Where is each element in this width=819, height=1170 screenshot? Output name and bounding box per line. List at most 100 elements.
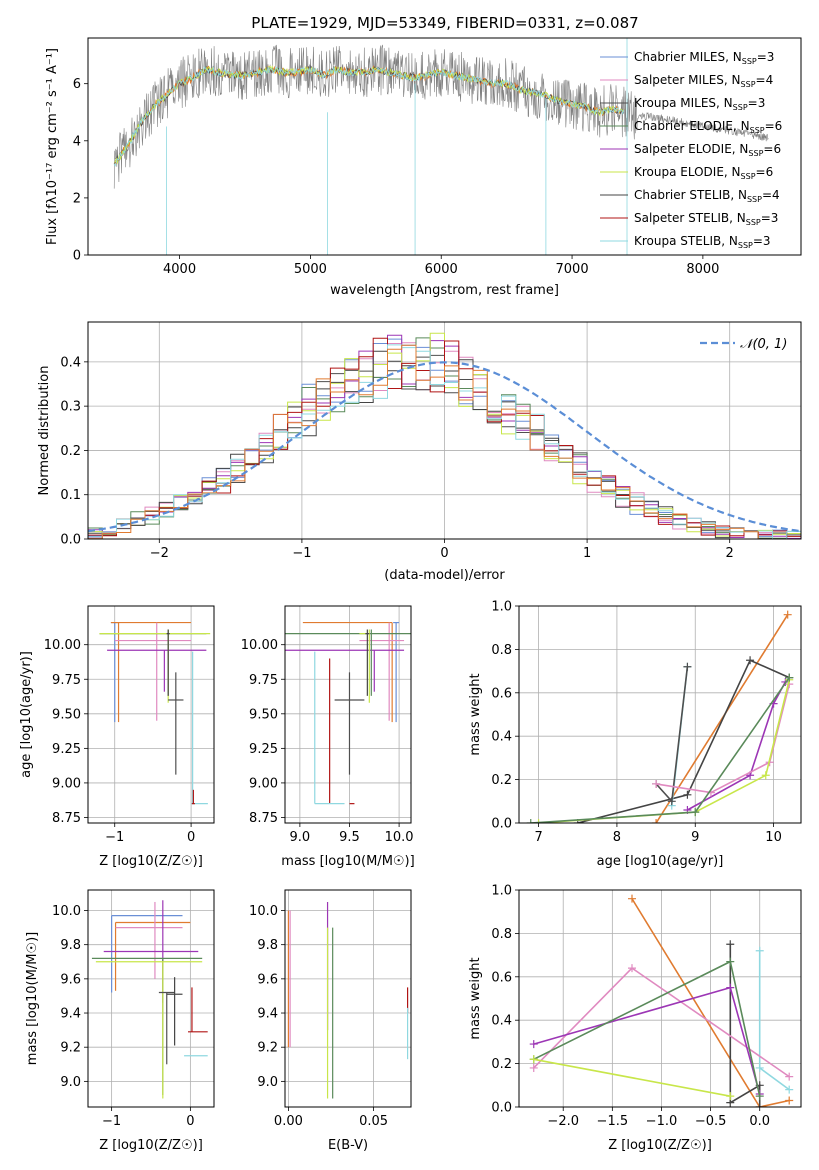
error-point: [285, 629, 411, 696]
y-tick-label: 2: [73, 191, 81, 206]
y-tick-label: 0.1: [60, 488, 81, 503]
y-tick-label: 8.75: [52, 811, 81, 826]
series-marker: [785, 1096, 794, 1105]
series-marker: [726, 1092, 735, 1101]
x-axis-label: E(B-V): [328, 1138, 368, 1153]
x-tick-label: 10.0: [385, 830, 414, 845]
series-marker: [726, 940, 735, 949]
x-axis-label: Z [log10(Z/Z☉)]: [608, 1138, 712, 1153]
y-tick-label: 0.0: [491, 817, 512, 832]
y-tick-label: 9.25: [52, 742, 81, 757]
error-point: [166, 977, 183, 1046]
y-tick-label: 0.0: [60, 533, 81, 548]
series-line: [655, 614, 789, 823]
error-point: [191, 789, 195, 805]
y-axis-label: Flux [fλ10⁻¹⁷ erg cm⁻² s⁻¹ A⁻¹]: [45, 48, 60, 245]
axes-frame: [284, 889, 412, 1108]
series-marker: [761, 771, 770, 780]
legend-subscript: SSP: [733, 103, 748, 112]
y-tick-label: 0.8: [491, 927, 512, 942]
x-tick-label: 8000: [686, 262, 719, 277]
y-tick-label: 9.50: [52, 707, 81, 722]
y-tick-label: 9.4: [257, 1007, 278, 1022]
x-tick-label: −1: [102, 1114, 121, 1129]
error-point: [334, 672, 365, 775]
legend-subscript: SSP: [747, 195, 762, 204]
y-tick-label: 9.6: [60, 972, 81, 987]
series-marker: [726, 957, 735, 966]
series: [652, 610, 792, 823]
series-marker: [652, 819, 661, 823]
axes-frame: [87, 889, 215, 1108]
y-tick-label: 9.00: [249, 776, 278, 791]
x-tick-label: −0.5: [695, 1114, 727, 1129]
x-tick-label: 9: [691, 830, 699, 845]
y-tick-label: 10.0: [249, 904, 278, 919]
error-point: [393, 621, 400, 723]
legend-value: =3: [753, 234, 771, 248]
plot-area: [91, 900, 208, 1099]
y-tick-label: 0: [73, 249, 81, 264]
y-tick-label: 1.0: [491, 600, 512, 615]
x-axis-label: mass [log10(M/M☉)]: [281, 854, 414, 869]
x-tick-label: 4000: [163, 262, 196, 277]
legend-label: 𝒩(0, 1): [740, 337, 787, 352]
series-marker: [627, 964, 636, 973]
error-point: [114, 921, 191, 991]
error-point: [188, 987, 208, 1033]
error-point: [99, 629, 207, 696]
legend-value: =3: [757, 50, 775, 64]
series-marker: [627, 894, 636, 903]
legend: Chabrier MILES, NSSP=3 Salpeter MILES, NS…: [600, 50, 782, 250]
figure-title: PLATE=1929, MJD=53349, FIBERID=0331, z=0…: [251, 14, 638, 32]
axes-frame: [518, 889, 802, 1108]
error-point: [314, 651, 345, 805]
x-tick-label: 10: [765, 830, 782, 845]
y-tick-label: 0.2: [491, 773, 512, 788]
y-tick-label: 9.0: [257, 1075, 278, 1090]
error-point: [166, 629, 170, 696]
series-marker: [755, 946, 764, 955]
series: [529, 1055, 735, 1101]
series-marker: [529, 1040, 538, 1049]
series: [526, 673, 794, 823]
histogram-series: [88, 344, 801, 539]
model-spectrum-line: [113, 66, 625, 167]
y-tick-label: 0.4: [60, 355, 81, 370]
y-axis-label: mass weight: [468, 957, 483, 1039]
error-point: [110, 621, 119, 723]
y-tick-label: 9.50: [249, 707, 278, 722]
x-axis-label: Z [log10(Z/Z☉)]: [99, 854, 203, 869]
y-tick-label: 9.75: [249, 673, 278, 688]
series: [755, 946, 794, 1094]
series-marker: [526, 819, 535, 823]
error-point: [95, 961, 203, 1099]
y-tick-label: 0.0: [491, 1101, 512, 1116]
x-tick-label: 1: [583, 546, 591, 561]
x-tick-label: 9.0: [290, 830, 311, 845]
y-tick-label: 0.2: [491, 1057, 512, 1072]
legend-label: Kroupa STELIB, NSSP=3: [634, 234, 771, 250]
error-point: [191, 651, 208, 805]
series-marker: [755, 1092, 764, 1101]
legend-value: =4: [762, 188, 780, 202]
series-marker: [652, 779, 661, 788]
legend-subscript: SSP: [741, 172, 756, 181]
legend-subscript: SSP: [738, 241, 753, 250]
plot-area: [285, 621, 411, 805]
y-axis-label: mass weight: [468, 673, 483, 755]
y-tick-label: 4: [73, 134, 81, 149]
y-tick-label: 9.8: [257, 938, 278, 953]
legend-value: =4: [756, 73, 774, 87]
legend-label: Salpeter STELIB, NSSP=3: [634, 211, 778, 227]
legend-label: Chabrier STELIB, NSSP=4: [634, 188, 780, 204]
y-tick-label: 10.0: [52, 904, 81, 919]
x-axis-label: (data-model)/error: [384, 568, 505, 583]
error-point: [114, 622, 192, 721]
y-tick-label: 10.00: [241, 638, 278, 653]
legend-value: =6: [756, 165, 774, 179]
model-spectrum-line: [113, 65, 625, 165]
legend-value: =3: [748, 96, 766, 110]
series-marker: [534, 819, 543, 823]
